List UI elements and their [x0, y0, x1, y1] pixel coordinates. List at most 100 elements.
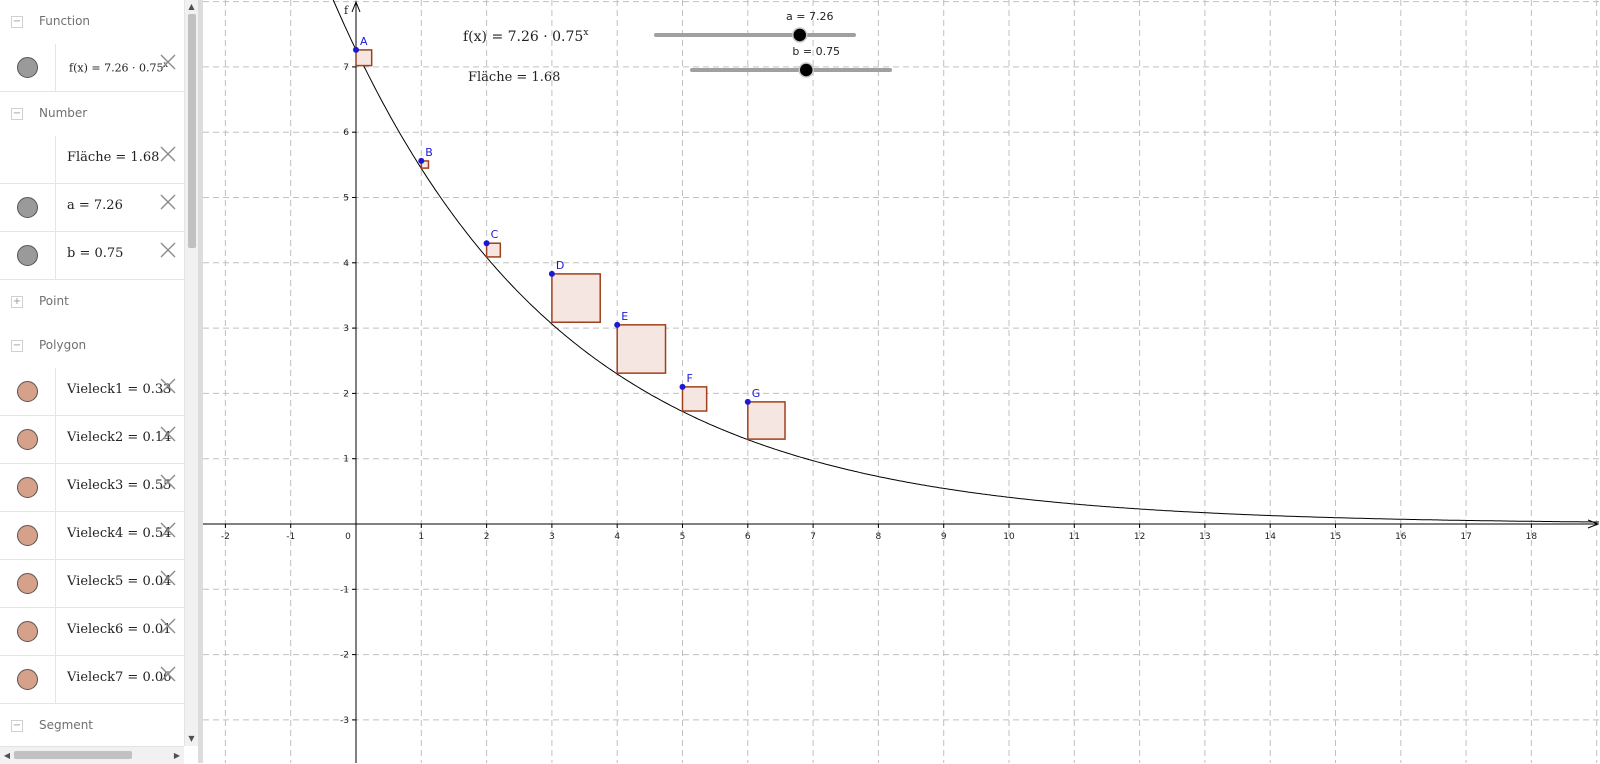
scroll-right-icon[interactable]: ▶	[173, 751, 181, 760]
polygon-vieleck3[interactable]	[485, 242, 502, 258]
algebra-item-text[interactable]: Vieleck5 = 0.04	[67, 574, 171, 589]
x-tick-label: 12	[1134, 532, 1145, 542]
x-tick-label: 10	[1003, 532, 1015, 542]
polygon-vieleck6[interactable]	[681, 386, 708, 412]
algebra-item-text[interactable]: Vieleck6 = 0.01	[67, 622, 171, 637]
x-tick-label: 13	[1199, 532, 1210, 542]
point-g[interactable]	[744, 398, 751, 405]
algebra-item-text[interactable]: Vieleck3 = 0.55	[67, 478, 171, 493]
function-curve-f[interactable]	[261, 0, 1599, 523]
point-e[interactable]	[614, 321, 621, 328]
slider-knob[interactable]	[791, 27, 808, 43]
expand-icon[interactable]: +	[11, 296, 23, 308]
collapse-icon[interactable]: −	[11, 108, 23, 120]
algebra-item-text[interactable]: Vieleck4 = 0.54	[67, 526, 171, 541]
grid	[203, 0, 1600, 763]
polygon-vieleck1[interactable]	[355, 49, 373, 67]
point-d[interactable]	[548, 270, 555, 277]
algebra-item[interactable]: Vieleck3 = 0.55	[0, 464, 184, 512]
scroll-up-icon[interactable]: ▲	[188, 2, 195, 11]
polygon-vieleck7[interactable]	[747, 401, 786, 440]
visibility-toggle-icon[interactable]	[17, 57, 38, 78]
graphics-view[interactable]: -2 -1 0 1 2 3 4 5 6 7 8 9 10 11 12 13 14 15 16 17 18-3-2-112…	[203, 0, 1600, 763]
algebra-item[interactable]: Vieleck1 = 0.33	[0, 368, 184, 416]
algebra-item-value: Vieleck1 = 0.33	[67, 382, 172, 397]
algebra-item[interactable]: Vieleck6 = 0.01	[0, 608, 184, 656]
visibility-toggle-icon[interactable]	[17, 197, 38, 218]
area-text: Fläche = 1.68	[468, 70, 560, 85]
collapse-icon[interactable]: −	[11, 16, 23, 28]
point-a[interactable]	[353, 46, 359, 53]
algebra-item-text[interactable]: Vieleck1 = 0.33	[67, 382, 171, 397]
slider-a[interactable]: a = 7.26	[654, 10, 856, 43]
polygon-vieleck5[interactable]	[616, 324, 667, 374]
algebra-item-text[interactable]: a = 7.26	[67, 198, 123, 213]
delete-icon[interactable]	[159, 425, 177, 443]
algebra-item-text[interactable]: b = 0.75	[67, 246, 123, 261]
vertical-scroll-thumb[interactable]	[188, 14, 196, 248]
scroll-down-icon[interactable]: ▼	[188, 734, 195, 743]
visibility-toggle-icon[interactable]	[17, 621, 38, 642]
visibility-toggle-icon[interactable]	[17, 381, 38, 402]
algebra-item-text[interactable]: Vieleck7 = 0.06	[67, 670, 171, 685]
view-divider[interactable]	[198, 0, 203, 763]
visibility-toggle-icon[interactable]	[17, 573, 38, 594]
polygon-vieleck2[interactable]	[420, 160, 430, 169]
visibility-toggle-icon[interactable]	[17, 669, 38, 690]
delete-icon[interactable]	[159, 665, 177, 683]
visibility-toggle-icon[interactable]	[17, 525, 38, 546]
algebra-item[interactable]: Vieleck2 = 0.14	[0, 416, 184, 464]
delete-icon[interactable]	[159, 145, 177, 163]
delete-icon[interactable]	[159, 521, 177, 539]
polygon-vieleck4[interactable]	[551, 273, 601, 323]
algebra-horizontal-scrollbar[interactable]: ◀ ▶	[0, 746, 184, 764]
algebra-item[interactable]: a = 7.26	[0, 184, 184, 232]
point-f[interactable]	[679, 383, 686, 390]
algebra-item[interactable]: b = 0.75	[0, 232, 184, 280]
horizontal-scroll-thumb[interactable]	[14, 751, 132, 759]
algebra-item-text[interactable]: Fläche = 1.68	[67, 150, 159, 165]
marble-cell	[0, 184, 56, 231]
category-point[interactable]: + Point	[0, 280, 184, 325]
slider-knob[interactable]	[798, 62, 814, 78]
category-label: Polygon	[39, 338, 87, 352]
visibility-toggle-icon[interactable]	[17, 429, 38, 450]
point-label: A	[360, 35, 368, 48]
point-c[interactable]	[483, 240, 490, 247]
point-b[interactable]	[418, 157, 425, 164]
algebra-item[interactable]: Vieleck4 = 0.54	[0, 512, 184, 560]
slider-b[interactable]: b = 0.75	[690, 45, 892, 78]
category-function[interactable]: − Function	[0, 0, 184, 45]
x-tick-label: 0	[345, 532, 351, 542]
category-polygon[interactable]: − Polygon	[0, 324, 184, 369]
x-tick-label: 4	[614, 532, 620, 542]
delete-icon[interactable]	[159, 473, 177, 491]
x-tick-label: 1	[418, 532, 424, 542]
delete-icon[interactable]	[159, 53, 177, 71]
delete-icon[interactable]	[159, 241, 177, 259]
y-tick-label: 2	[343, 389, 349, 399]
collapse-icon[interactable]: −	[11, 720, 23, 732]
algebra-item[interactable]: Vieleck7 = 0.06	[0, 656, 184, 704]
delete-icon[interactable]	[159, 617, 177, 635]
category-number[interactable]: − Number	[0, 92, 184, 137]
delete-icon[interactable]	[159, 377, 177, 395]
marble-cell	[0, 608, 56, 655]
visibility-toggle-icon[interactable]	[17, 477, 38, 498]
collapse-icon[interactable]: −	[11, 340, 23, 352]
algebra-item-text[interactable]: Vieleck2 = 0.14	[67, 430, 171, 445]
algebra-item[interactable]: f(x) = 7.26 · 0.75x	[0, 44, 184, 92]
x-tick-label: -2	[221, 532, 230, 542]
y-tick-label: -2	[340, 651, 349, 661]
visibility-toggle-icon[interactable]	[17, 245, 38, 266]
algebra-item-text[interactable]: f(x) = 7.26 · 0.75x	[69, 60, 168, 75]
point-label: G	[752, 387, 761, 400]
algebra-item[interactable]: Vieleck5 = 0.04	[0, 560, 184, 608]
scroll-left-icon[interactable]: ◀	[3, 751, 11, 760]
algebra-vertical-scrollbar[interactable]: ▲ ▼	[184, 0, 198, 746]
delete-icon[interactable]	[159, 193, 177, 211]
category-label: Point	[39, 294, 69, 308]
delete-icon[interactable]	[159, 569, 177, 587]
category-segment[interactable]: − Segment	[0, 704, 184, 746]
algebra-item[interactable]: Fläche = 1.68	[0, 136, 184, 184]
